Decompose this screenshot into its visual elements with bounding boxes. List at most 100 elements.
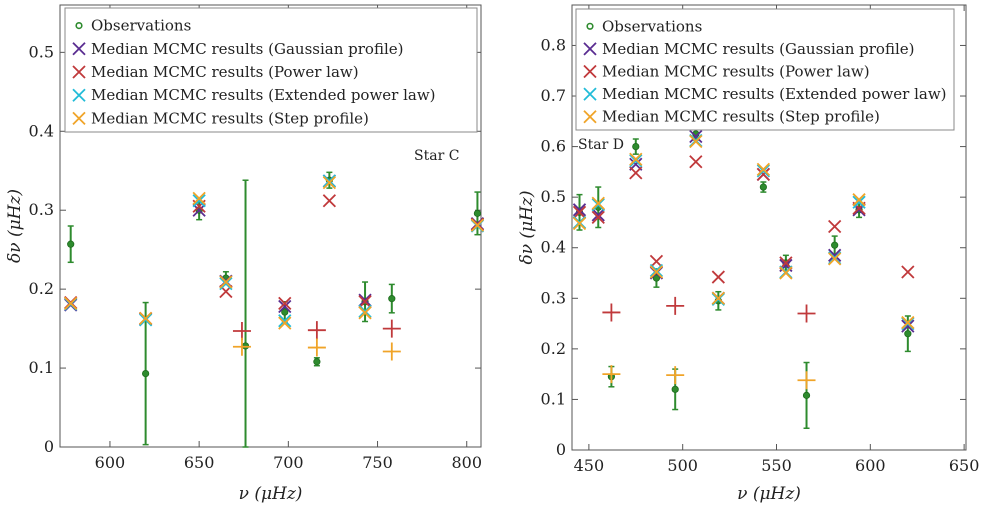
- mcmc-x-marker: [649, 265, 664, 279]
- y-axis-label: δν (μHz): [5, 189, 25, 263]
- observation-point: [67, 240, 75, 248]
- legend-label: Median MCMC results (Step profile): [602, 108, 880, 126]
- plot-frame: [571, 4, 967, 451]
- x-axis-label: ν (μHz): [239, 484, 303, 504]
- x-tick-label: 600: [855, 456, 886, 475]
- y-tick-label: 0.4: [541, 238, 566, 257]
- x-tick-label: 550: [761, 456, 792, 475]
- mcmc-x-marker: [64, 296, 78, 310]
- mcmc-x-marker: [358, 304, 372, 318]
- mcmc-x-marker: [689, 155, 703, 169]
- legend-label: Observations: [602, 17, 702, 35]
- mcmc-x-marker: [852, 193, 866, 207]
- legend-marker-x: [583, 42, 597, 56]
- mcmc-x-marker: [572, 203, 587, 217]
- x-tick-label: 600: [95, 453, 126, 472]
- mcmc-x-marker: [278, 299, 292, 314]
- legend-label: Median MCMC results (Gaussian profile): [602, 40, 914, 58]
- legend-marker-x: [72, 111, 86, 126]
- y-tick-label: 0.3: [541, 288, 566, 307]
- mcmc-plus-marker: [382, 342, 401, 361]
- panel-star-c: 600 650 700 750 800 0 0.1 0.2 0.3 0.4 0.5 ν (μHz) δν…: [5, 4, 485, 504]
- mcmc-plus-marker: [797, 371, 816, 390]
- legend-label: Median MCMC results (Extended power law): [91, 86, 436, 104]
- observation-point: [142, 369, 150, 378]
- y-tick-label: 0.8: [541, 35, 566, 54]
- y-tick-label: 0.1: [541, 389, 566, 408]
- y-tick-label: 0: [556, 440, 566, 459]
- mcmc-plus-marker: [307, 321, 326, 340]
- mcmc-x-marker: [689, 129, 703, 144]
- mcmc-x-marker: [591, 208, 605, 222]
- mcmc-x-marker: [322, 194, 337, 208]
- mcmc-x-marker: [689, 134, 703, 149]
- y-tick-label: 0.4: [29, 121, 54, 140]
- panel-star-d: 450 500 550 600 650 0 0.1 0.2 0.3 0.4 0.5 0.6 0.7 0.8…: [517, 4, 980, 504]
- mcmc-x-marker: [901, 265, 915, 279]
- mcmc-x-marker: [322, 174, 337, 188]
- x-tick-label: 700: [273, 453, 304, 472]
- legend-marker-x: [583, 110, 597, 124]
- mcmc-x-marker: [591, 210, 605, 225]
- mcmc-x-marker: [358, 293, 372, 307]
- mcmc-plus-marker: [797, 304, 816, 323]
- observation-point: [759, 183, 767, 191]
- observation-point: [388, 295, 396, 303]
- observation-point: [473, 209, 482, 217]
- mcmc-x-marker: [711, 291, 725, 305]
- mcmc-x-marker: [629, 154, 643, 168]
- x-axis-label: ν (μHz): [737, 484, 801, 504]
- star-label: Star C: [414, 148, 459, 164]
- legend-marker-x: [583, 87, 597, 101]
- mcmc-plus-marker: [666, 366, 685, 385]
- x-tick-label: 750: [362, 453, 393, 472]
- mcmc-x-marker: [322, 175, 337, 190]
- legend-label: Median MCMC results (Power law): [91, 63, 359, 81]
- mcmc-x-marker: [591, 198, 605, 212]
- mcmc-x-marker: [901, 315, 915, 330]
- observation-point: [281, 308, 289, 316]
- mcmc-x-marker: [629, 166, 643, 180]
- legend: Observations Median MCMC results (Gaussia…: [575, 8, 955, 131]
- star-label: Star D: [578, 137, 624, 153]
- mcmc-x-marker: [756, 162, 771, 176]
- mcmc-x-marker: [756, 164, 771, 178]
- mcmc-x-marker: [192, 191, 206, 206]
- mcmc-plus-marker: [602, 365, 621, 384]
- mcmc-plus-marker: [382, 319, 401, 338]
- observation-point: [632, 142, 640, 151]
- legend-marker-observations: [586, 22, 594, 30]
- mcmc-x-marker: [278, 296, 292, 310]
- mcmc-plus-marker: [602, 303, 621, 322]
- observation-point: [313, 358, 321, 366]
- legend-marker-x: [72, 42, 86, 56]
- y-tick-label: 0.5: [541, 187, 566, 206]
- mcmc-x-marker: [779, 266, 793, 280]
- observation-point: [802, 391, 811, 399]
- legend-marker-x: [72, 65, 86, 79]
- x-tick-label: 450: [574, 456, 605, 475]
- mcmc-x-marker: [572, 205, 587, 219]
- observation-point: [831, 241, 839, 249]
- mcmc-x-marker: [219, 275, 233, 289]
- x-tick-label: 800: [451, 453, 482, 472]
- y-tick-label: 0: [44, 437, 54, 456]
- legend-label: Observations: [91, 17, 191, 35]
- mcmc-x-marker: [756, 167, 771, 182]
- mcmc-plus-marker: [232, 337, 251, 356]
- mcmc-x-marker: [591, 196, 605, 210]
- mcmc-x-marker: [219, 276, 233, 291]
- mcmc-x-marker: [138, 313, 153, 327]
- legend-box: [64, 7, 478, 133]
- mcmc-x-marker: [828, 248, 842, 262]
- y-tick-label: 0.2: [541, 339, 566, 358]
- mcmc-x-marker: [711, 270, 725, 284]
- mcmc-x-marker: [629, 152, 643, 166]
- mcmc-x-marker: [828, 252, 842, 266]
- mcmc-plus-marker: [666, 296, 685, 315]
- y-tick-label: 0.6: [541, 137, 566, 156]
- x-tick-label: 650: [949, 456, 980, 475]
- y-tick-label: 0.7: [541, 86, 566, 105]
- mcmc-x-marker: [572, 216, 587, 231]
